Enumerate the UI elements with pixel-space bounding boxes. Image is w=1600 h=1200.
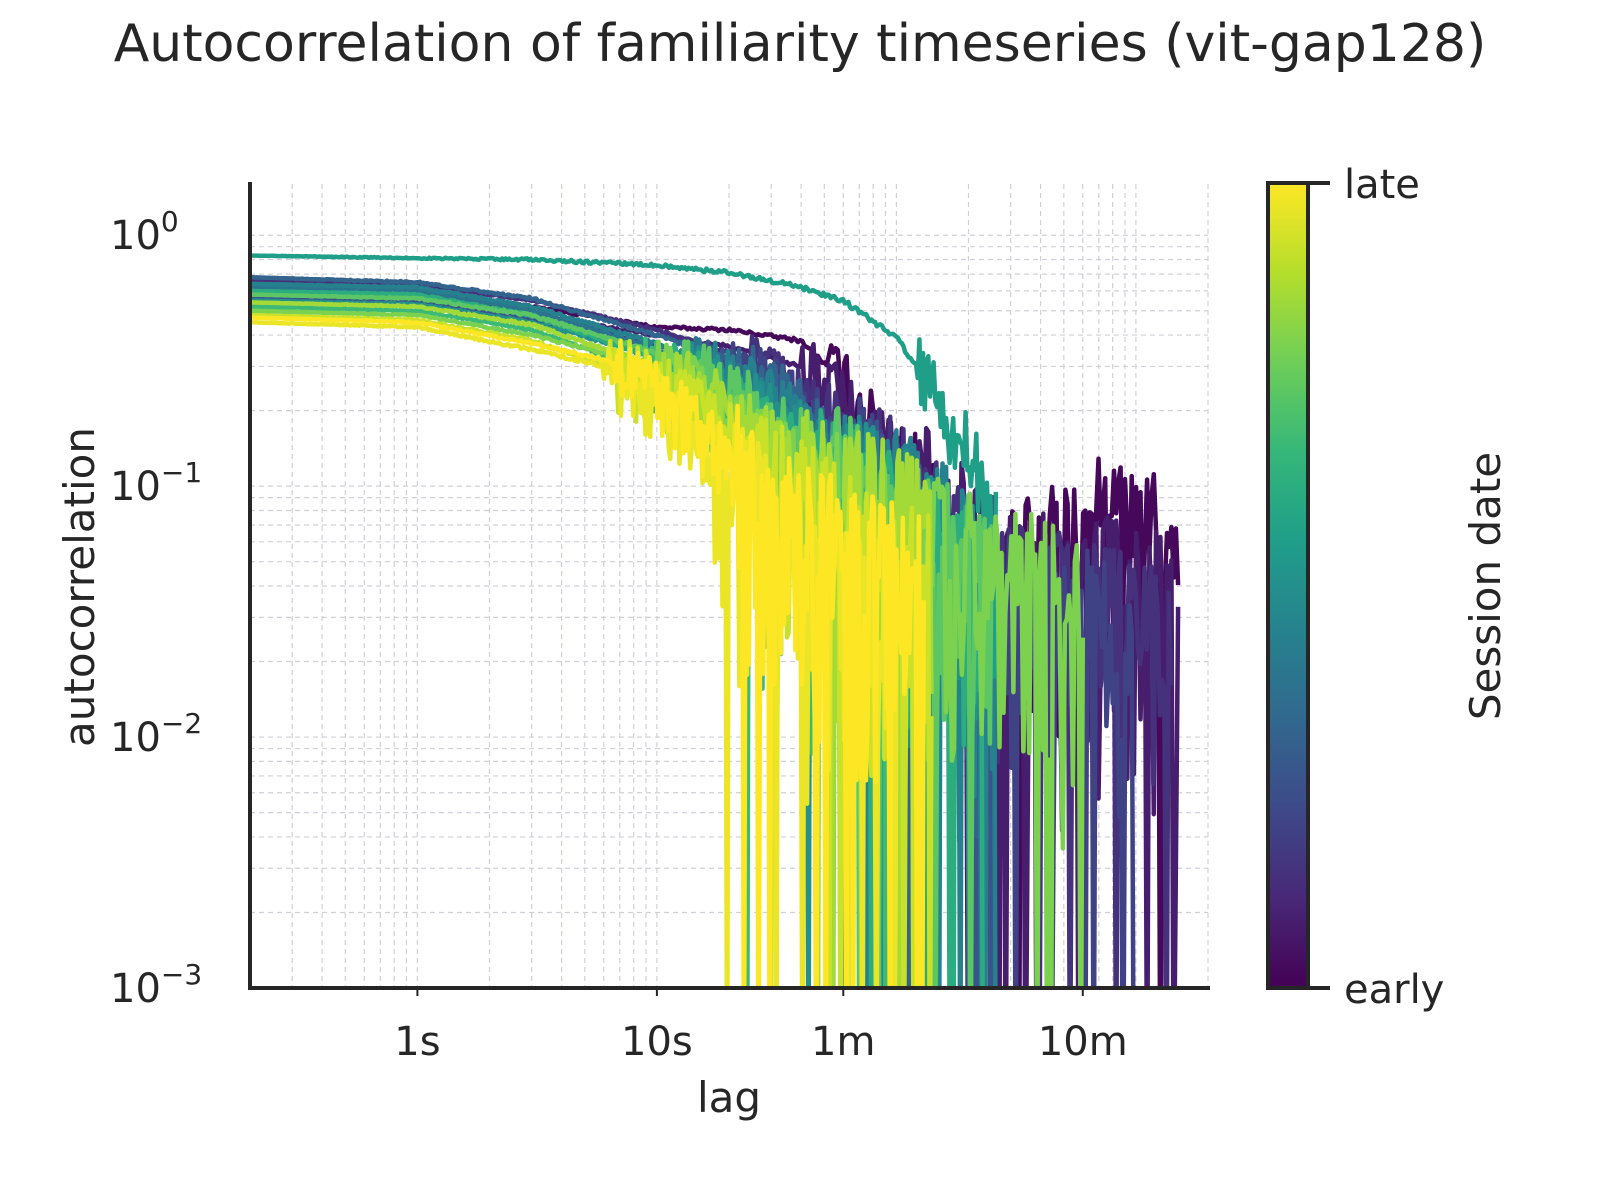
series-line bbox=[252, 253, 999, 679]
series-group bbox=[252, 253, 1181, 986]
y-tick-label: 100 bbox=[110, 205, 179, 259]
colorbar-bottom-label: early bbox=[1344, 967, 1444, 1013]
colorbar: late early Session date bbox=[1266, 162, 1510, 1013]
y-axis-label: autocorrelation bbox=[55, 427, 104, 747]
y-ticks: 100 10−1 10−2 10−3 bbox=[110, 205, 202, 1012]
chart-title: Autocorrelation of familiarity timeserie… bbox=[113, 14, 1487, 74]
colorbar-gradient bbox=[1266, 181, 1310, 990]
x-tick-label: 10m bbox=[1038, 1019, 1128, 1065]
series-line bbox=[252, 300, 934, 986]
series-line bbox=[252, 315, 926, 986]
colorbar-top-label: late bbox=[1344, 162, 1420, 208]
x-tick-label: 1m bbox=[811, 1019, 875, 1065]
x-axis-label: lag bbox=[697, 1073, 761, 1122]
y-tick-label: 10−3 bbox=[110, 958, 202, 1012]
y-tick-label: 10−2 bbox=[110, 707, 202, 761]
x-tick-label: 10s bbox=[621, 1019, 693, 1065]
y-tick-label: 10−1 bbox=[110, 456, 202, 510]
series-line bbox=[252, 308, 1086, 986]
colorbar-axis-label: Session date bbox=[1461, 452, 1510, 720]
x-ticks: 1s 10s 1m 10m bbox=[394, 988, 1128, 1065]
axes bbox=[248, 182, 1210, 990]
x-tick-label: 1s bbox=[394, 1019, 440, 1065]
